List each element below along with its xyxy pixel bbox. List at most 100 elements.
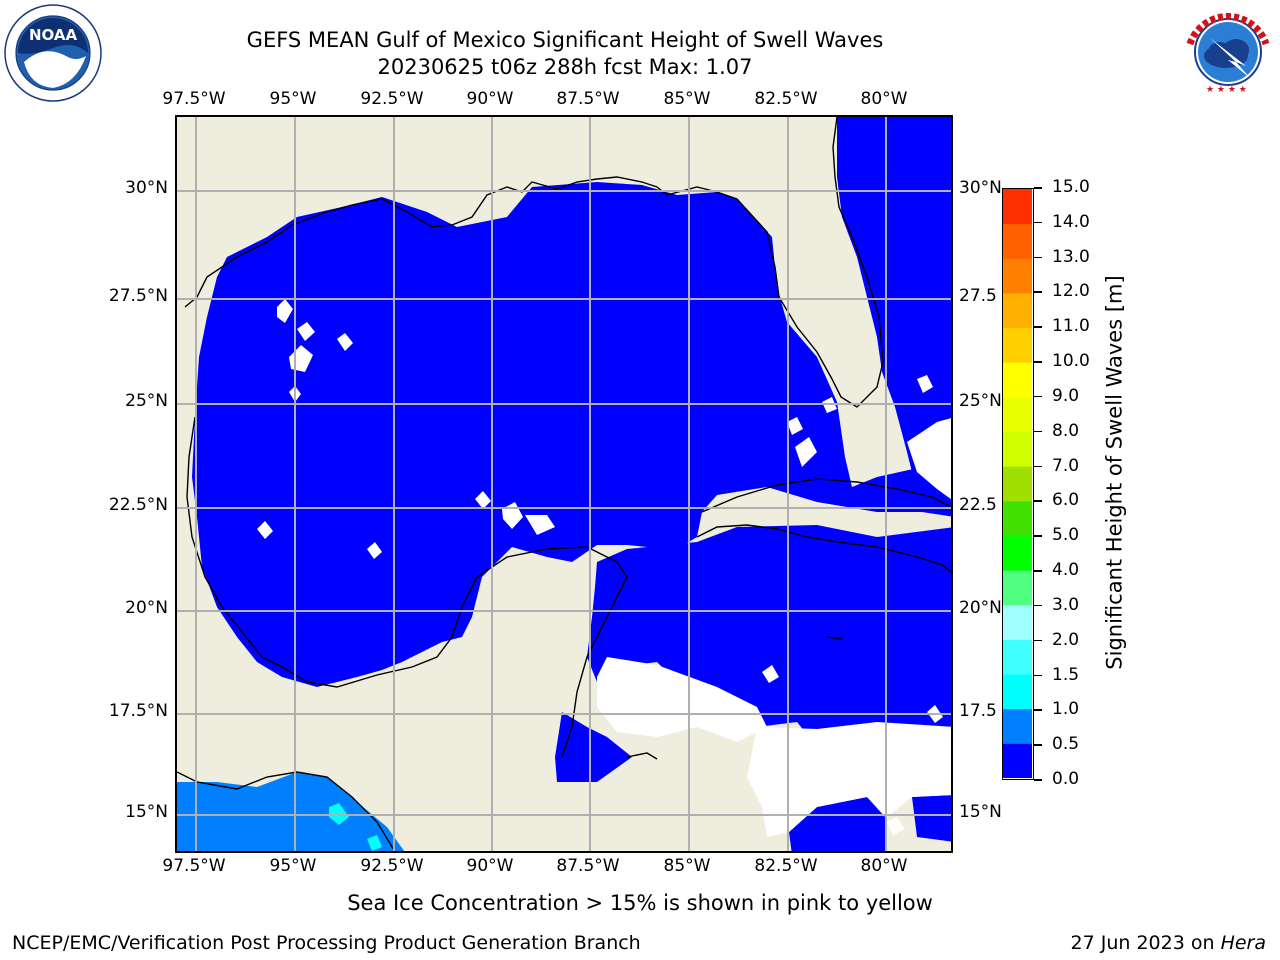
- colorbar-tick-label: 12.0: [1052, 281, 1090, 302]
- colorbar-swatch: [1003, 708, 1032, 744]
- longitude-tick-label: 95°W: [269, 856, 317, 876]
- colorbar-swatch: [1003, 743, 1032, 779]
- atlantic-swell-field: [837, 117, 951, 517]
- no-data-patch: [257, 521, 273, 539]
- longitude-tick-label: 82.5°W: [754, 856, 818, 876]
- colorbar-tick-mark: [1034, 395, 1042, 398]
- longitude-tick-label: 87.5°W: [556, 89, 620, 109]
- footer-date: 27 Jun 2023 on: [1070, 932, 1215, 954]
- colorbar-swatch: [1003, 466, 1032, 502]
- no-data-patch: [597, 657, 767, 742]
- latitude-tick-label: 15°N: [959, 802, 1002, 822]
- latitude-tick-label: 25°N: [125, 391, 168, 411]
- caribbean-swell-field: [587, 525, 951, 757]
- colorbar-swatch: [1003, 431, 1032, 467]
- graticule: [177, 117, 951, 851]
- colorbar-label: Significant Height of Swell Waves [m]: [1102, 275, 1127, 670]
- latitude-tick-label: 20°N: [125, 598, 168, 618]
- colorbar-swatch: [1003, 500, 1032, 536]
- colorbar-swatch: [1003, 535, 1032, 571]
- map-canvas: [177, 117, 951, 851]
- colorbar-tick-mark: [1034, 465, 1042, 468]
- colorbar-tick-mark: [1034, 639, 1042, 642]
- chart-subtitle: 20230625 t06z 288h fcst Max: 1.07: [377, 55, 753, 79]
- colorbar-tick-label: 14.0: [1052, 211, 1090, 232]
- colorbar-tick-label: 10.0: [1052, 351, 1090, 372]
- longitude-tick-label: 85°W: [663, 856, 711, 876]
- colorbar-tick-label: 0.0: [1052, 769, 1080, 789]
- no-data-patch: [277, 299, 293, 323]
- no-data-patch: [795, 437, 817, 467]
- no-data-patch: [337, 333, 353, 351]
- colorbar-swatch: [1003, 362, 1032, 398]
- longitude-tick-label: 85°W: [663, 89, 711, 109]
- colorbar-tick-mark: [1034, 709, 1042, 711]
- colorbar-tick-mark: [1034, 500, 1042, 502]
- latitude-tick-label: 25°N: [959, 391, 1002, 411]
- svg-text:★ ★ ★ ★: ★ ★ ★ ★: [1206, 85, 1247, 95]
- longitude-tick-label: 87.5°W: [556, 856, 620, 876]
- colorbar-tick-mark: [1034, 674, 1042, 677]
- no-data-patch: [367, 542, 382, 559]
- no-data-patch: [762, 665, 779, 683]
- latitude-tick-label: 27.5°N: [108, 286, 168, 306]
- nws-logo: ★ ★ ★ ★: [1180, 4, 1276, 100]
- latitude-tick-label: 20°N: [959, 598, 1002, 618]
- colorbar-tick-label: 2.0: [1052, 629, 1080, 650]
- no-data-patch: [747, 722, 951, 837]
- noaa-logo: NOAA: [4, 4, 102, 102]
- colorbar-tick-mark: [1034, 779, 1042, 781]
- colorbar-tick-label: 5.0: [1052, 525, 1080, 546]
- colorbar-swatch: [1003, 604, 1032, 640]
- footer-host: Hera: [1220, 932, 1266, 954]
- colorbar-tick-label: 13.0: [1052, 246, 1090, 267]
- sea-ice-note: Sea Ice Concentration > 15% is shown in …: [347, 891, 933, 915]
- noaa-logo-icon: NOAA: [4, 4, 102, 102]
- colorbar-swatch: [1003, 639, 1032, 675]
- colorbar-swatch: [1003, 189, 1032, 225]
- footer-timestamp: 27 Jun 2023 on Hera: [1071, 932, 1267, 954]
- colorbar-tick-label: 9.0: [1052, 385, 1080, 406]
- colorbar-tick-mark: [1034, 291, 1042, 293]
- latitude-tick-label: 15°N: [125, 802, 168, 822]
- colorbar-swatch: [1003, 292, 1032, 329]
- gulf-of-honduras-swell-field: [555, 712, 632, 782]
- latitude-tick-label: 17.5: [959, 701, 997, 721]
- colorbar-tick-mark: [1034, 744, 1042, 746]
- longitude-tick-label: 90°W: [466, 89, 514, 109]
- latitude-tick-label: 22.5: [959, 495, 997, 515]
- colorbar-tick-mark: [1034, 256, 1042, 259]
- longitude-tick-label: 97.5°W: [162, 89, 226, 109]
- colorbar-tick-mark: [1034, 535, 1042, 537]
- latitude-tick-label: 22.5°N: [108, 495, 168, 515]
- colorbar-tick-label: 11.0: [1052, 316, 1090, 337]
- colorbar-swatch: [1003, 674, 1032, 710]
- longitude-tick-label: 95°W: [269, 89, 317, 109]
- colorbar-tick-label: 3.0: [1052, 594, 1080, 615]
- gulf-swell-field: [192, 182, 951, 687]
- colorbar-swatches: [1003, 189, 1032, 779]
- southern-caribbean-swell-field: [789, 797, 885, 851]
- colorbar-tick-label: 1.0: [1052, 699, 1080, 720]
- colorbar-tick-label: 15.0: [1052, 177, 1090, 197]
- no-data-patch: [297, 322, 315, 341]
- no-data-patch: [787, 417, 803, 435]
- colorbar-swatch: [1003, 258, 1032, 294]
- colorbar: [1002, 188, 1034, 780]
- latitude-tick-label: 27.5: [959, 286, 997, 306]
- longitude-tick-label: 97.5°W: [162, 856, 226, 876]
- longitude-tick-label: 92.5°W: [360, 89, 424, 109]
- chart-title: GEFS MEAN Gulf of Mexico Significant Hei…: [246, 28, 884, 52]
- colorbar-swatch: [1003, 327, 1032, 363]
- east-caribbean-swell-field: [912, 795, 951, 842]
- latitude-tick-label: 30°N: [959, 178, 1002, 198]
- colorbar-tick-label: 7.0: [1052, 455, 1080, 476]
- no-data-patch: [525, 515, 555, 535]
- latitude-tick-label: 30°N: [125, 178, 168, 198]
- svg-text:NOAA: NOAA: [29, 26, 78, 44]
- no-data-patch: [917, 375, 933, 393]
- colorbar-tick-label: 6.0: [1052, 490, 1080, 511]
- no-data-patch: [907, 418, 951, 500]
- colorbar-swatch: [1003, 223, 1032, 259]
- pacific-swell-field: [177, 772, 405, 851]
